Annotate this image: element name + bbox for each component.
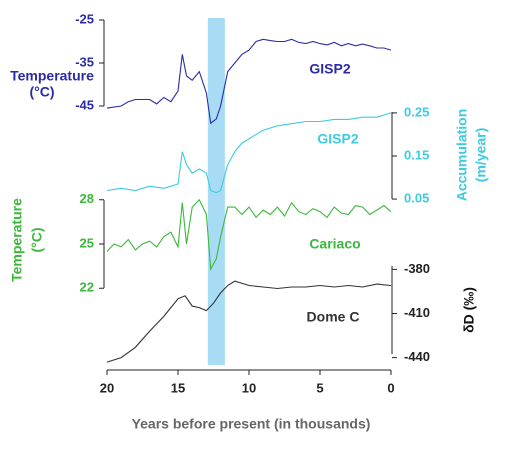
y-axis-label: Accumulation <box>454 109 470 202</box>
y-tick-label: 25 <box>80 235 94 250</box>
y-tick-label: -25 <box>75 11 94 26</box>
data-line <box>106 280 392 363</box>
x-axis-label: Years before present (in thousands) <box>132 416 371 432</box>
y-tick-label: -410 <box>404 305 430 320</box>
y-axis-label: δD (‰) <box>461 287 477 333</box>
x-tick-label: 10 <box>242 380 256 395</box>
y-tick-label: 0.15 <box>404 147 429 162</box>
y-tick-label: -45 <box>75 97 94 112</box>
x-tick-label: 20 <box>100 380 114 395</box>
y-tick-label: 0.05 <box>404 191 429 206</box>
series-label: GISP2 <box>317 131 358 147</box>
y-axis-label: (m/year) <box>473 128 489 182</box>
highlight-band <box>207 18 225 365</box>
y-axis-label: Temperature <box>9 198 25 282</box>
x-tick-label: 0 <box>387 380 394 395</box>
series-label: Cariaco <box>309 236 360 252</box>
x-tick-label: 5 <box>316 380 323 395</box>
series-label: GISP2 <box>309 61 350 77</box>
data-line <box>106 112 392 194</box>
y-tick-label: -440 <box>404 349 430 364</box>
y-axis-label: (°C) <box>29 227 45 252</box>
data-line <box>106 198 392 271</box>
y-tick-label: 28 <box>80 191 94 206</box>
data-line <box>106 38 392 125</box>
y-axis-label: Temperature <box>10 68 94 84</box>
y-axis-label: (°C) <box>29 84 54 100</box>
series-label: Dome C <box>307 309 360 325</box>
y-tick-label: 0.25 <box>404 104 429 119</box>
x-tick-label: 15 <box>171 380 185 395</box>
y-tick-label: -380 <box>404 261 430 276</box>
y-tick-label: 22 <box>80 280 94 295</box>
y-tick-label: -35 <box>75 54 94 69</box>
